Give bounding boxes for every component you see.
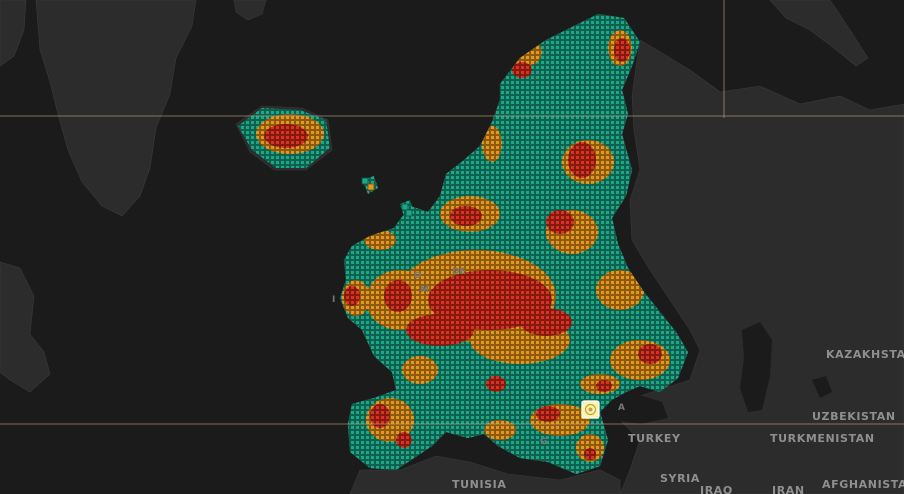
label-iran: IRAN bbox=[772, 484, 805, 494]
label-afghanistan: AFGHANISTAN bbox=[822, 478, 904, 491]
greenland-landmass bbox=[35, 0, 197, 217]
svalbard-landmass bbox=[233, 0, 267, 21]
inland-seas bbox=[598, 322, 832, 424]
label-fragment-d: D bbox=[414, 271, 421, 281]
north-africa-landmass bbox=[349, 455, 621, 494]
label-iraq: IRAQ bbox=[700, 484, 733, 494]
label-fragment-m: M bbox=[420, 285, 429, 295]
label-uzbekistan: UZBEKISTAN bbox=[812, 410, 896, 423]
label-kazakhstan: KAZAKHSTA bbox=[826, 348, 904, 361]
target-icon bbox=[584, 403, 597, 416]
label-turkmenistan: TURKMENISTAN bbox=[770, 432, 875, 445]
label-syria: SYRIA bbox=[660, 472, 700, 485]
label-tunisia: TUNISIA bbox=[452, 478, 506, 491]
canada-landmass bbox=[0, 261, 51, 393]
aral-sea bbox=[812, 376, 832, 398]
label-fragment-de: DE bbox=[452, 267, 466, 277]
label-fragment-ie: I bbox=[332, 295, 335, 305]
fragment-labels: DE D M I A G bbox=[332, 267, 625, 447]
selected-cell-marker[interactable] bbox=[581, 400, 600, 419]
label-fragment-a: A bbox=[618, 403, 625, 413]
arctic-islands-landmass bbox=[0, 0, 27, 67]
label-turkey: TURKEY bbox=[628, 432, 681, 445]
novaya-zemlya-landmass bbox=[769, 0, 869, 67]
outlier-cells bbox=[361, 177, 413, 217]
black-sea bbox=[598, 394, 668, 424]
russia-asia-landmass bbox=[619, 39, 904, 494]
label-fragment-g: G bbox=[540, 437, 547, 447]
caspian-sea bbox=[740, 322, 772, 412]
grid-high-density bbox=[264, 38, 662, 460]
graticule bbox=[0, 0, 904, 425]
country-labels: KAZAKHSTA UZBEKISTAN TURKMENISTAN TURKEY… bbox=[452, 348, 904, 494]
